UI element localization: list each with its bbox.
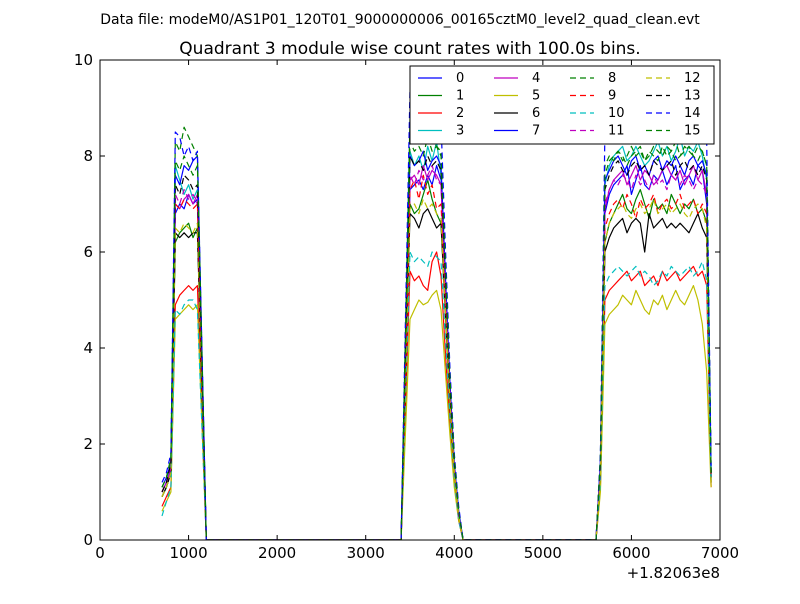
legend-label-10: 10 [608,106,625,121]
x-tick-label: 7000 [701,544,739,562]
figure-suptitle: Data file: modeM0/AS1P01_120T01_90000000… [100,12,700,28]
x-tick-label: 6000 [612,544,650,562]
legend-label-7: 7 [532,124,540,139]
legend-label-13: 13 [684,89,701,104]
legend-label-6: 6 [532,106,540,121]
series-line-5 [161,285,712,540]
legend-label-9: 9 [608,89,616,104]
y-tick-label: 4 [83,339,93,357]
legend-label-14: 14 [684,106,701,121]
series-line-3 [161,136,712,540]
y-tick-label: 2 [83,435,93,453]
series-group [161,88,712,540]
x-tick-label: 5000 [524,544,562,562]
series-line-0 [161,165,712,540]
series-line-9 [161,174,712,540]
y-tick-label: 6 [83,243,93,261]
x-tick-label: 4000 [435,544,473,562]
x-tick-label: 3000 [347,544,385,562]
legend-label-15: 15 [684,124,701,139]
series-line-2 [161,251,712,540]
legend-label-11: 11 [608,124,625,139]
legend-label-8: 8 [608,71,616,86]
legend-label-1: 1 [456,89,464,104]
series-line-8 [161,116,712,540]
series-line-7 [161,150,712,540]
series-line-10 [161,251,712,540]
legend-label-3: 3 [456,124,464,139]
legend-label-5: 5 [532,89,540,104]
series-line-1 [161,179,712,540]
y-tick-label: 8 [83,147,93,165]
series-line-15 [161,136,712,540]
series-line-4 [161,165,712,540]
legend-label-12: 12 [684,71,701,86]
y-tick-label: 10 [74,51,93,69]
x-tick-label: 1000 [169,544,207,562]
legend-box [409,65,715,145]
series-line-11 [161,165,712,540]
plot-area [161,88,712,540]
series-line-12 [161,198,712,540]
y-tick-label: 0 [83,531,93,549]
x-tick-label: 2000 [258,544,296,562]
chart-title: Quadrant 3 module wise count rates with … [179,39,640,59]
x-offset-label: +1.82063e8 [627,564,720,582]
legend-label-2: 2 [456,106,464,121]
plot-frame [99,59,721,541]
legend-label-0: 0 [456,71,464,86]
series-line-6 [161,208,712,540]
legend-label-4: 4 [532,71,540,86]
x-tick-label: 0 [95,544,105,562]
